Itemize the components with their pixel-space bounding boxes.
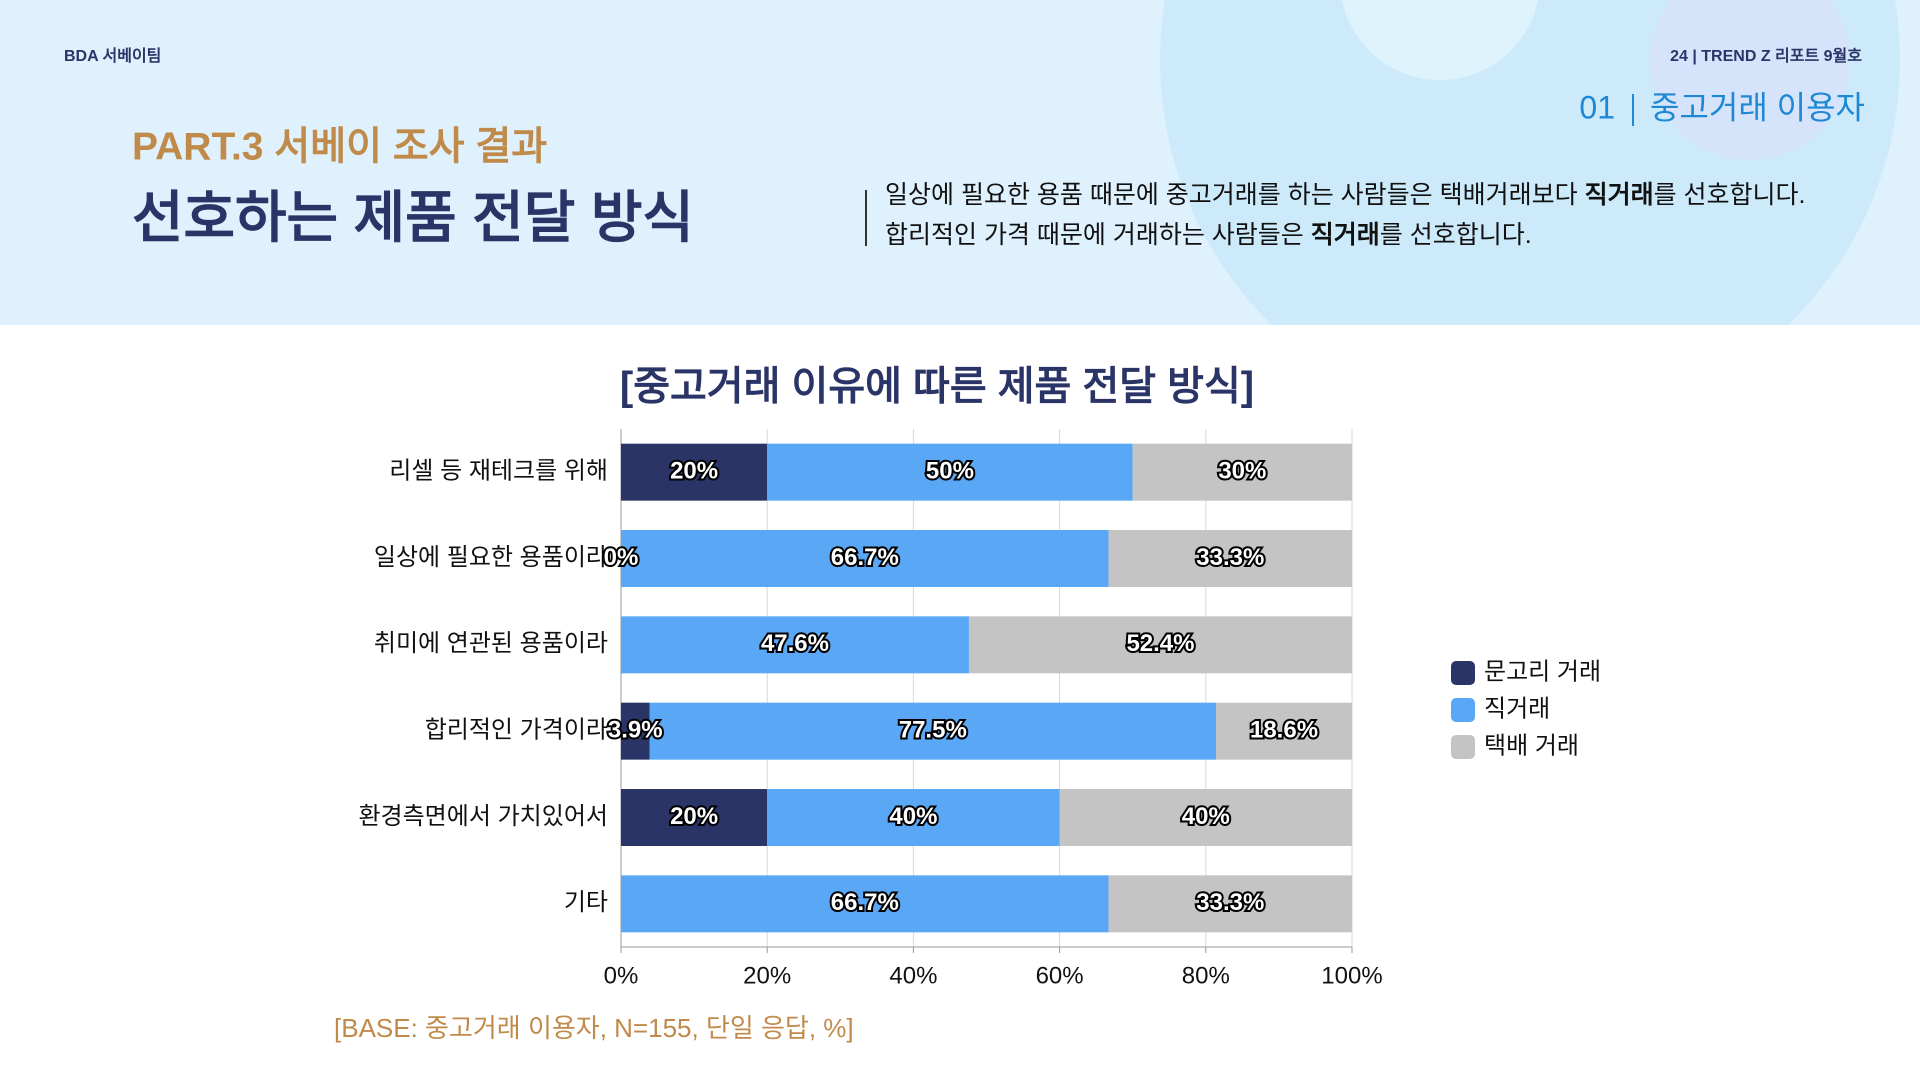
bar [621, 616, 969, 674]
data-label: 20% [670, 803, 718, 830]
bar [649, 702, 1217, 760]
data-label: 0% [604, 544, 639, 571]
data-label: 33.3% [1196, 889, 1264, 916]
data-label: 40% [889, 803, 937, 830]
desc-bold: 직거래 [1311, 221, 1380, 249]
section: 중고거래 이용자 [1650, 89, 1865, 125]
note: [BASE: 중고거래 이용자, N=155, 단일 응답, %] [334, 1013, 854, 1043]
bar [1059, 789, 1352, 846]
team: BDA 서베이팀 [64, 46, 161, 65]
data-label: 77.5% [899, 717, 967, 744]
x-tick-label: 40% [889, 962, 937, 989]
legend-label: 직거래 [1484, 695, 1550, 722]
desc-bold: 직거래 [1585, 181, 1654, 209]
y-tick-label: 일상에 필요한 용품이라 [374, 544, 608, 571]
issue: 24 | TREND Z 리포트 9월호 [1670, 47, 1862, 65]
part: PART.3 서베이 조사 결과 [132, 125, 547, 168]
desc-text: 를 선호합니다. [1380, 221, 1532, 249]
y-tick-label: 환경측면에서 가치있어서 [358, 803, 608, 830]
y-tick-label: 기타 [564, 889, 608, 916]
x-tick-label: 100% [1321, 962, 1382, 989]
y-tick-label: 리셀 등 재테크를 위해 [389, 458, 608, 485]
body-bg [0, 325, 1920, 1080]
bar [1216, 702, 1352, 760]
bar [1132, 443, 1352, 501]
section-no: 01 [1579, 89, 1615, 125]
data-label: 40% [1182, 803, 1230, 830]
x-tick-label: 80% [1182, 962, 1230, 989]
y-tick-label: 합리적인 가격이라 [425, 717, 608, 744]
bar [621, 789, 768, 846]
bar [767, 443, 1133, 501]
desc-text: 를 선호합니다. [1654, 181, 1806, 209]
data-label: 66.7% [831, 889, 899, 916]
description: 합리적인 가격 때문에 거래하는 사람들은 직거래를 선호합니다. [885, 221, 1532, 249]
data-label: 52.4% [1126, 630, 1194, 657]
data-label: 18.6% [1250, 717, 1318, 744]
deco-circle [1650, 0, 1850, 160]
legend-swatch [1451, 735, 1475, 759]
bar [1108, 875, 1352, 933]
bar [621, 875, 1109, 933]
bar [767, 789, 1060, 846]
data-label: 33.3% [1196, 544, 1264, 571]
x-tick-label: 60% [1036, 962, 1084, 989]
y-tick-label: 취미에 연관된 용품이라 [374, 630, 608, 657]
bar [621, 530, 1109, 587]
legend-swatch [1451, 661, 1475, 685]
x-tick-label: 0% [604, 962, 639, 989]
legend-swatch [1451, 698, 1475, 722]
legend-label: 문고리 거래 [1484, 658, 1601, 685]
data-label: 3.9% [608, 717, 663, 744]
bar [1108, 530, 1352, 587]
bar [968, 616, 1352, 674]
legend-label: 택배 거래 [1484, 732, 1579, 759]
data-label: 66.7% [831, 544, 899, 571]
x-tick-label: 20% [743, 962, 791, 989]
data-label: 20% [670, 458, 718, 485]
title: 선호하는 제품 전달 방식 [132, 186, 694, 249]
deco-circle [1342, 0, 1538, 80]
desc-text: 일상에 필요한 용품 때문에 중고거래를 하는 사람들은 택배거래보다 [885, 181, 1585, 209]
data-label: 47.6% [761, 630, 829, 657]
description: 일상에 필요한 용품 때문에 중고거래를 하는 사람들은 택배거래보다 직거래를… [885, 181, 1806, 209]
data-label: 50% [926, 458, 974, 485]
bar [621, 702, 650, 760]
desc-text: 합리적인 가격 때문에 거래하는 사람들은 [885, 221, 1311, 249]
chart-title: [중고거래 이유에 따른 제품 전달 방식] [620, 365, 1254, 409]
data-label: 30% [1218, 458, 1266, 485]
bar [621, 443, 768, 501]
